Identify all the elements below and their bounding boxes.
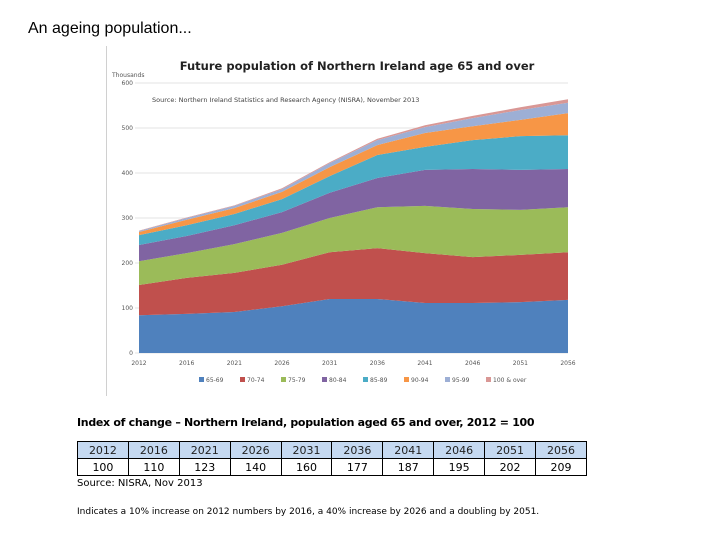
year-cell: 2026 [229, 441, 282, 459]
year-row: 2012 2016 2021 2026 2031 2036 2041 2046 2051 2056 [77, 441, 587, 459]
y-axis-label: Thousands [111, 72, 144, 79]
legend-label: 85-89 [370, 377, 388, 384]
area-series-85-89 [139, 135, 568, 245]
index-cell: 160 [280, 458, 333, 476]
x-tick-label: 2036 [370, 360, 385, 367]
index-cell: 177 [331, 458, 384, 476]
area-chart: Future population of Northern Ireland ag… [106, 46, 589, 396]
year-cell: 2036 [331, 441, 384, 459]
legend-swatch [281, 377, 286, 382]
x-tick-label: 2041 [417, 360, 432, 367]
legend-swatch [363, 377, 368, 382]
index-cell: 100 [77, 458, 129, 476]
year-cell: 2021 [178, 441, 231, 459]
x-tick-label: 2046 [465, 360, 480, 367]
legend-label: 75-79 [288, 377, 306, 384]
legend-label: 70-74 [247, 377, 265, 384]
legend-label: 65-69 [206, 377, 224, 384]
chart-subtitle: Source: Northern Ireland Statistics and … [152, 96, 420, 104]
year-cell: 2046 [433, 441, 486, 459]
legend-swatch [322, 377, 327, 382]
y-tick-label: 500 [122, 125, 134, 132]
legend-swatch [404, 377, 409, 382]
legend-swatch [199, 377, 204, 382]
index-cell: 209 [535, 458, 587, 476]
area-series-75-79 [139, 205, 568, 286]
area-series-65-69 [139, 299, 568, 353]
y-tick-label: 300 [122, 215, 134, 222]
table-source: Source: NISRA, Nov 2013 [77, 478, 203, 489]
index-cell: 123 [178, 458, 231, 476]
year-cell: 2016 [127, 441, 180, 459]
index-table: 2012 2016 2021 2026 2031 2036 2041 2046 2051 2056… [77, 441, 587, 476]
index-cell: 140 [229, 458, 282, 476]
legend-label: 100 & over [493, 377, 527, 384]
legend-swatch [240, 377, 245, 382]
legend-label: 80-84 [329, 377, 347, 384]
x-tick-label: 2016 [179, 360, 194, 367]
area-series-90-94 [139, 113, 568, 236]
note-text: Indicates a 10% increase on 2012 numbers… [77, 507, 540, 517]
x-tick-label: 2012 [131, 360, 146, 367]
index-cell: 195 [433, 458, 486, 476]
index-cell: 202 [484, 458, 537, 476]
index-cell: 187 [382, 458, 435, 476]
legend-label: 90-94 [411, 377, 429, 384]
index-row: 100 110 123 140 160 177 187 195 202 209 [77, 458, 587, 476]
legend-swatch [445, 377, 450, 382]
chart-svg: Future population of Northern Ireland ag… [111, 59, 576, 384]
x-tick-label: 2031 [322, 360, 337, 367]
chart-title: Future population of Northern Ireland ag… [180, 59, 535, 73]
x-tick-label: 2056 [560, 360, 575, 367]
x-tick-label: 2021 [227, 360, 242, 367]
y-tick-label: 200 [122, 260, 134, 267]
year-cell: 2031 [280, 441, 333, 459]
year-cell: 2012 [77, 441, 129, 459]
year-cell: 2056 [535, 441, 587, 459]
index-cell: 110 [127, 458, 180, 476]
slide-title: An ageing population... [28, 20, 192, 37]
y-tick-label: 600 [122, 80, 134, 87]
y-tick-label: 400 [122, 170, 134, 177]
area-series-80-84 [139, 168, 568, 262]
year-cell: 2041 [382, 441, 435, 459]
y-tick-label: 100 [122, 305, 134, 312]
x-tick-label: 2051 [513, 360, 528, 367]
index-table-title: Index of change – Northern Ireland, popu… [77, 416, 535, 429]
area-series-70-74 [139, 248, 568, 316]
year-cell: 2051 [484, 441, 537, 459]
legend-swatch [486, 377, 491, 382]
legend-label: 95-99 [452, 377, 470, 384]
x-tick-label: 2026 [274, 360, 289, 367]
y-tick-label: 0 [129, 350, 133, 357]
area-series-95-99 [139, 102, 568, 232]
